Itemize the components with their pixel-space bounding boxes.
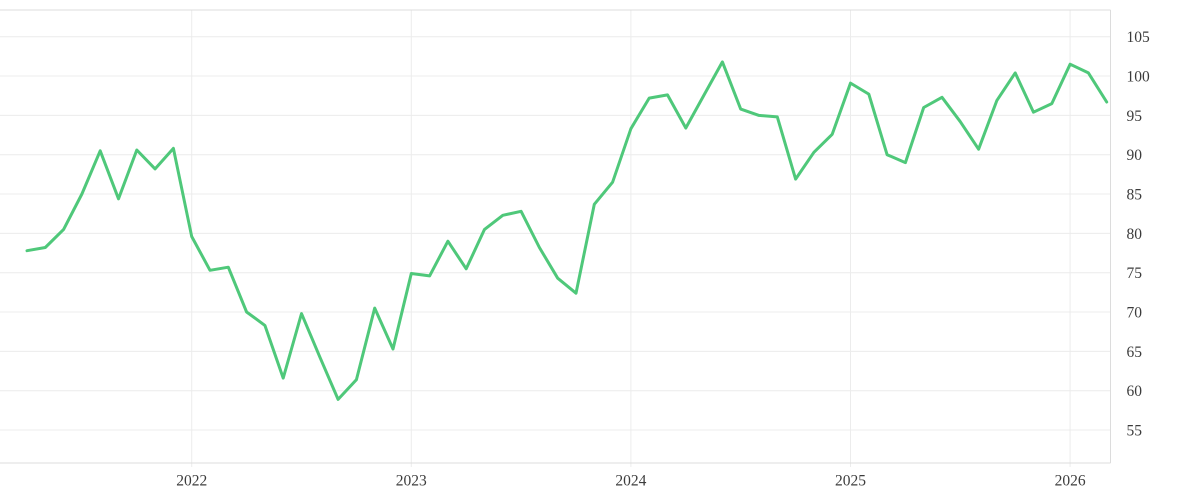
- y-axis-label: 100: [1127, 69, 1151, 86]
- y-axis-label: 65: [1127, 344, 1143, 361]
- y-axis-label: 75: [1127, 265, 1143, 282]
- y-axis-label: 70: [1127, 305, 1143, 322]
- y-axis-label: 55: [1127, 423, 1143, 440]
- x-axis-label: 2024: [615, 473, 646, 490]
- x-axis-label: 2022: [176, 473, 207, 490]
- y-axis-label: 80: [1127, 226, 1143, 243]
- y-axis-label: 105: [1127, 29, 1151, 46]
- y-axis-label: 90: [1127, 147, 1143, 164]
- x-axis-label: 2026: [1055, 473, 1086, 490]
- y-axis-label: 85: [1127, 187, 1143, 204]
- series-line: [25, 60, 1109, 401]
- y-axis-label: 60: [1127, 383, 1143, 400]
- x-axis-label: 2025: [835, 473, 866, 490]
- x-axis-label: 2023: [396, 473, 427, 490]
- y-axis-label: 95: [1127, 108, 1143, 125]
